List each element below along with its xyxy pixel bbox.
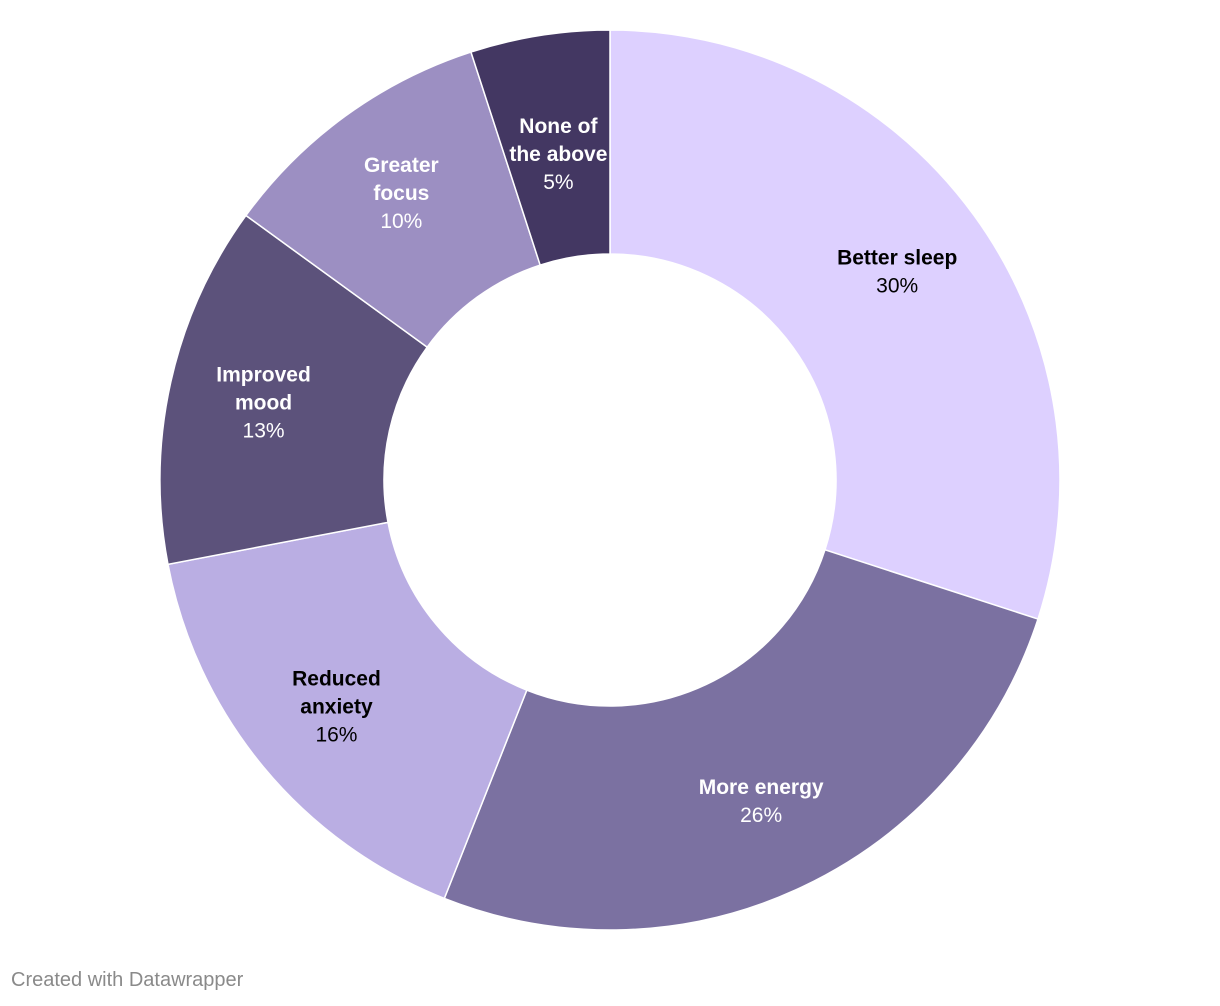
slice-label-greater-focus: Greater focus 10%: [364, 154, 439, 233]
slice-more-energy: [443, 548, 1039, 931]
slice-label-reduced-anxiety: Reduced anxiety 16%: [292, 667, 381, 746]
slice-label-more-energy: More energy 26%: [699, 776, 824, 827]
slice-name-none-of-the-above-line-2: the above: [509, 143, 607, 166]
slice-name-more-energy-line-1: More energy: [699, 776, 824, 799]
slice-name-greater-focus-line-2: focus: [373, 182, 429, 205]
slice-value-reduced-anxiety: 16%: [315, 723, 357, 746]
slice-name-improved-mood-line-1: Improved: [216, 364, 311, 387]
donut-slices: [159, 29, 1061, 931]
slice-name-reduced-anxiety-line-2: anxiety: [300, 695, 373, 718]
slice-better-sleep: [609, 29, 1061, 621]
slice-label-improved-mood: Improved mood 13%: [216, 364, 311, 443]
slice-value-improved-mood: 13%: [243, 420, 285, 443]
slice-name-none-of-the-above-line-1: None of: [519, 115, 598, 138]
slice-name-greater-focus-line-1: Greater: [364, 154, 439, 177]
slice-name-reduced-anxiety-line-1: Reduced: [292, 667, 381, 690]
slice-value-greater-focus: 10%: [380, 210, 422, 233]
slice-label-better-sleep: Better sleep 30%: [837, 246, 957, 297]
slice-name-better-sleep-line-1: Better sleep: [837, 246, 957, 269]
slice-value-more-energy: 26%: [740, 804, 782, 827]
datawrapper-credit: Created with Datawrapper: [11, 969, 244, 991]
slice-none-of-the-above: [469, 29, 611, 267]
slice-name-improved-mood-line-2: mood: [235, 392, 292, 415]
slice-reduced-anxiety: [167, 521, 528, 900]
slice-improved-mood: [159, 214, 429, 566]
slice-labels: Better sleep 30% More energy 26% Reduced anxi…: [216, 115, 957, 827]
slice-value-none-of-the-above: 5%: [543, 171, 573, 194]
slice-value-better-sleep: 30%: [876, 274, 918, 297]
slice-label-none-of-the-above: None of the above 5%: [509, 115, 607, 194]
